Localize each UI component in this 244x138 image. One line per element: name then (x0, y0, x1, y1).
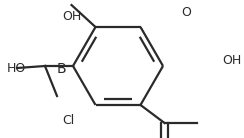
Text: OH: OH (222, 54, 242, 67)
Text: O: O (181, 6, 191, 18)
Text: HO: HO (6, 63, 26, 75)
Text: OH: OH (62, 10, 82, 22)
Text: B: B (56, 62, 66, 76)
Text: Cl: Cl (62, 113, 74, 127)
